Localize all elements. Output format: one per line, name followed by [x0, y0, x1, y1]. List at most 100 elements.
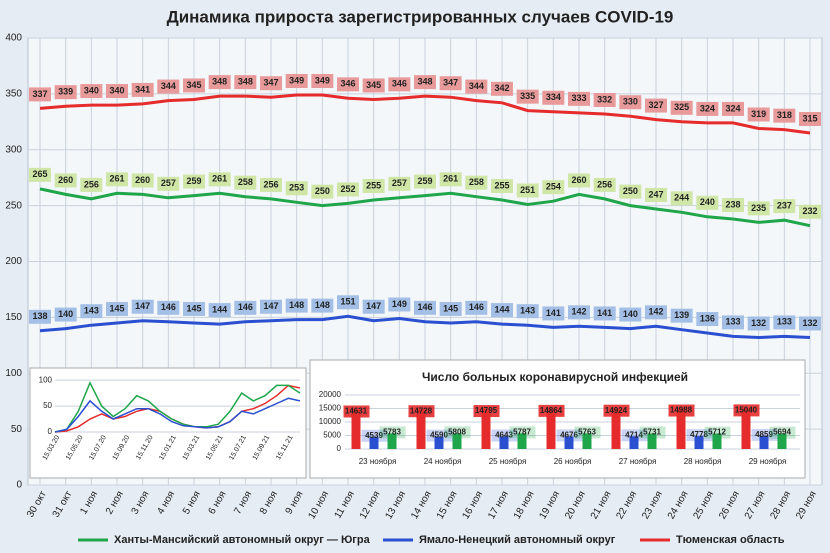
- data-label: 256: [597, 179, 612, 189]
- y-tick-label: 0: [48, 427, 53, 436]
- inset-title: Число больных коронавирусной инфекцией: [422, 370, 688, 384]
- data-label: 247: [648, 189, 663, 199]
- data-label: 255: [366, 180, 381, 190]
- data-label-box: [208, 75, 231, 90]
- data-label-box: [361, 429, 388, 442]
- data-label: 344: [161, 81, 176, 91]
- data-label-box: [311, 73, 334, 88]
- data-label-box: [722, 101, 744, 116]
- data-label-box: [260, 76, 282, 91]
- data-label: 258: [238, 177, 253, 187]
- data-label: 151: [340, 297, 355, 307]
- data-label-box: [686, 429, 713, 442]
- data-label: 260: [571, 175, 586, 185]
- data-label-box: [538, 404, 565, 417]
- data-label: 143: [520, 306, 535, 316]
- data-label: 14988: [670, 406, 693, 415]
- data-label-box: [769, 426, 796, 439]
- data-line: [54, 397, 301, 433]
- inset-box: [309, 359, 806, 479]
- data-label: 332: [597, 94, 612, 104]
- data-label-box: [80, 177, 103, 192]
- data-label-box: [439, 76, 462, 91]
- data-label-box: [473, 405, 500, 418]
- data-label-box: [208, 172, 231, 187]
- data-label: 347: [263, 78, 278, 88]
- data-label: 132: [802, 318, 817, 328]
- data-label-box: [696, 195, 719, 210]
- inset-box: [29, 367, 307, 479]
- data-label-box: [516, 89, 539, 104]
- data-label-box: [208, 303, 231, 318]
- x-tick-label: 25 ноября: [489, 457, 527, 466]
- bar: [434, 436, 444, 449]
- data-line: [39, 187, 811, 228]
- data-label: 235: [751, 203, 766, 213]
- y-tick-label: 300: [5, 144, 22, 155]
- data-label: 256: [263, 179, 278, 189]
- data-label: 5783: [383, 427, 401, 436]
- data-label-box: [542, 90, 565, 105]
- data-label: 145: [186, 303, 201, 313]
- data-label-box: [465, 300, 488, 315]
- data-label-box: [799, 316, 821, 331]
- data-label: 5787: [513, 427, 531, 436]
- bar: [499, 436, 509, 449]
- data-label-box: [747, 107, 770, 122]
- data-label-box: [337, 77, 359, 92]
- data-label-box: [773, 108, 796, 123]
- data-label-box: [491, 179, 513, 194]
- data-label-box: [183, 301, 205, 316]
- data-label-box: [106, 301, 128, 316]
- data-label: 5694: [773, 428, 791, 437]
- bar: [676, 408, 686, 449]
- data-label: 14631: [345, 407, 368, 416]
- data-label-box: [388, 176, 411, 191]
- data-label: 144: [494, 304, 509, 314]
- x-tick-label: 23 ноября: [359, 457, 397, 466]
- data-label: 14864: [540, 406, 563, 415]
- data-label-box: [157, 300, 180, 315]
- y-tick-label: 150: [5, 312, 22, 323]
- bar: [387, 433, 397, 449]
- data-label: 139: [674, 310, 689, 320]
- data-label: 133: [777, 317, 792, 327]
- data-label-box: [388, 77, 411, 92]
- data-label: 348: [212, 76, 227, 86]
- x-tick-label: 26 ноября: [554, 457, 592, 466]
- data-label-box: [645, 98, 667, 113]
- data-label: 349: [315, 75, 330, 85]
- data-label-box: [285, 73, 308, 88]
- data-label-box: [568, 173, 590, 188]
- bar: [741, 408, 751, 449]
- data-label-box: [234, 175, 257, 190]
- y-tick-label: 100: [5, 368, 22, 379]
- data-label-box: [747, 201, 770, 216]
- x-tick-label: 24 ноября: [424, 457, 462, 466]
- data-label-box: [509, 426, 536, 439]
- data-label-box: [574, 426, 601, 439]
- data-label-box: [29, 167, 51, 182]
- data-label: 146: [238, 302, 253, 312]
- data-label: 340: [109, 85, 124, 95]
- data-label: 260: [135, 175, 150, 185]
- data-label-box: [799, 204, 821, 219]
- data-label: 149: [392, 299, 407, 309]
- data-label: 14795: [475, 406, 498, 415]
- data-label: 145: [443, 303, 458, 313]
- y-tick-label: 400: [5, 33, 22, 44]
- data-line: [39, 93, 811, 135]
- bar: [712, 433, 722, 449]
- y-tick-label: 10000: [319, 417, 342, 426]
- data-label-box: [619, 307, 642, 322]
- data-label-box: [670, 100, 693, 115]
- data-label-box: [593, 306, 616, 321]
- data-label-box: [54, 85, 77, 100]
- x-tick-label: 28 ноября: [684, 457, 722, 466]
- data-label: 260: [58, 175, 73, 185]
- data-label-box: [414, 300, 436, 315]
- data-label-box: [157, 176, 180, 191]
- data-label: 257: [161, 178, 176, 188]
- data-label: 232: [802, 206, 817, 216]
